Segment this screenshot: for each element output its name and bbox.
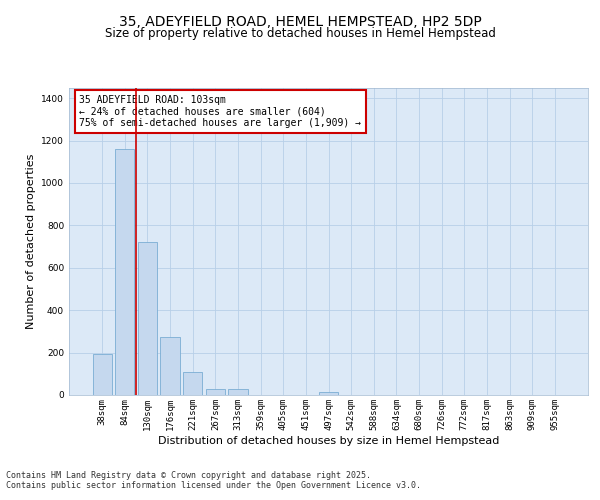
- Text: Contains HM Land Registry data © Crown copyright and database right 2025.: Contains HM Land Registry data © Crown c…: [6, 470, 371, 480]
- Y-axis label: Number of detached properties: Number of detached properties: [26, 154, 35, 329]
- Text: Size of property relative to detached houses in Hemel Hempstead: Size of property relative to detached ho…: [104, 28, 496, 40]
- Bar: [206, 388, 225, 395]
- Bar: [115, 149, 134, 395]
- Bar: [319, 392, 338, 395]
- Text: 35, ADEYFIELD ROAD, HEMEL HEMPSTEAD, HP2 5DP: 35, ADEYFIELD ROAD, HEMEL HEMPSTEAD, HP2…: [119, 16, 481, 30]
- Bar: [229, 390, 248, 395]
- X-axis label: Distribution of detached houses by size in Hemel Hempstead: Distribution of detached houses by size …: [158, 436, 499, 446]
- Text: 35 ADEYFIELD ROAD: 103sqm
← 24% of detached houses are smaller (604)
75% of semi: 35 ADEYFIELD ROAD: 103sqm ← 24% of detac…: [79, 95, 361, 128]
- Text: Contains public sector information licensed under the Open Government Licence v3: Contains public sector information licen…: [6, 480, 421, 490]
- Bar: [138, 242, 157, 395]
- Bar: [92, 354, 112, 395]
- Bar: [183, 372, 202, 395]
- Bar: [160, 336, 180, 395]
